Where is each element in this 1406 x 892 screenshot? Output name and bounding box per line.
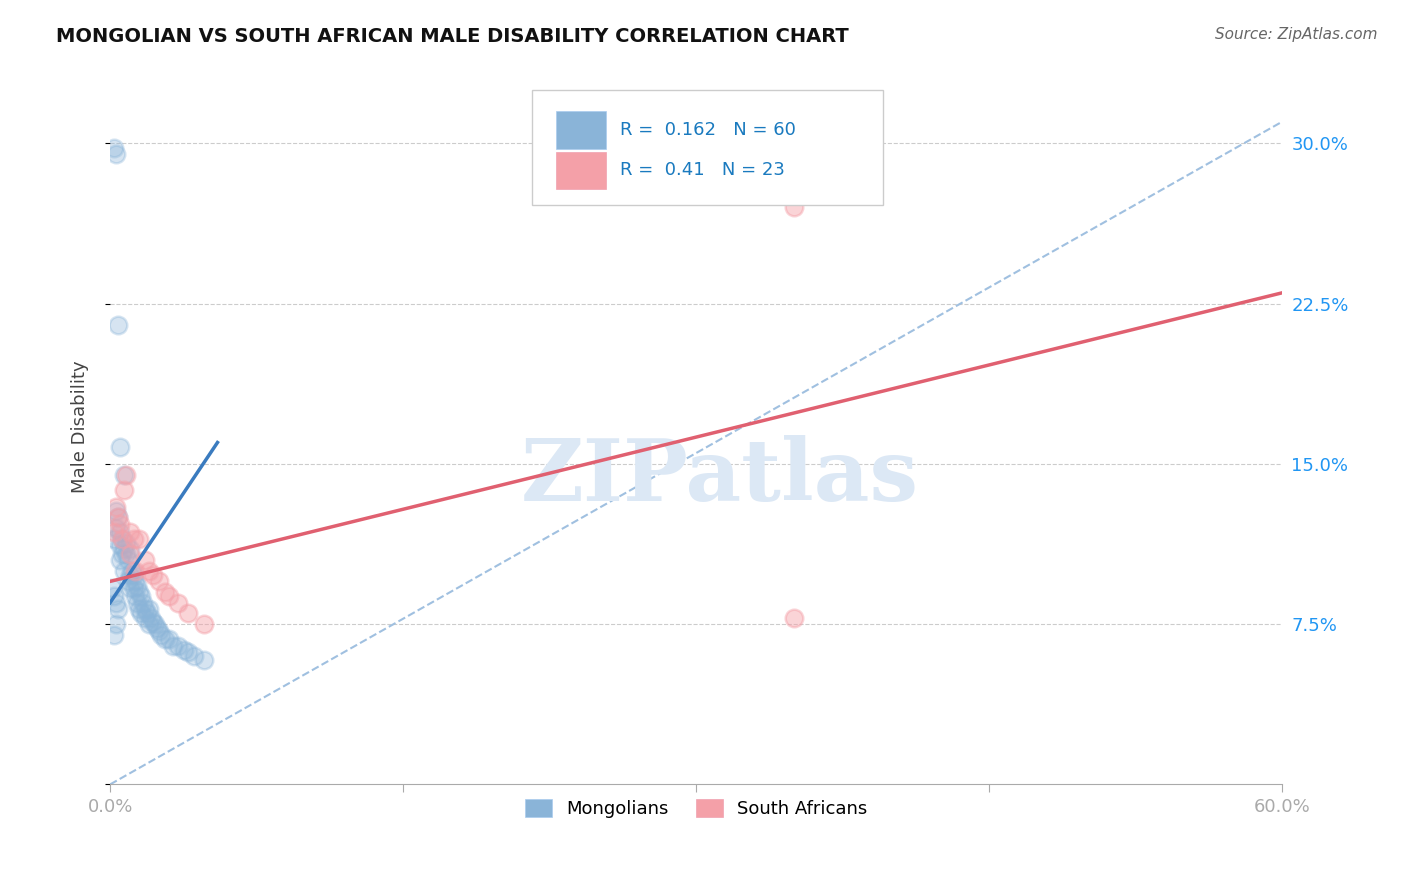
Point — [124, 574, 146, 589]
Point — [782, 611, 804, 625]
Point — [138, 564, 160, 578]
Point — [157, 632, 180, 646]
Point — [107, 510, 129, 524]
Point — [183, 649, 205, 664]
Point — [124, 590, 146, 604]
Point — [127, 579, 149, 593]
Point — [104, 500, 127, 514]
Point — [108, 440, 131, 454]
Point — [167, 596, 190, 610]
Point — [138, 617, 160, 632]
Point — [107, 510, 129, 524]
Point — [124, 564, 146, 578]
Point — [121, 564, 143, 578]
Point — [118, 581, 141, 595]
Point — [118, 542, 141, 557]
Point — [118, 525, 141, 540]
Point — [132, 596, 155, 610]
Point — [122, 581, 145, 595]
Point — [177, 645, 200, 659]
Point — [112, 483, 135, 497]
Point — [114, 536, 136, 550]
Point — [117, 574, 139, 589]
Point — [114, 547, 136, 561]
Point — [114, 467, 136, 482]
Point — [103, 525, 125, 540]
Point — [136, 607, 159, 621]
Point — [117, 553, 139, 567]
Point — [112, 467, 135, 482]
Point — [111, 547, 134, 561]
Point — [128, 602, 150, 616]
Point — [111, 532, 134, 546]
Point — [148, 574, 170, 589]
Point — [153, 632, 176, 646]
Point — [104, 596, 127, 610]
Point — [149, 628, 172, 642]
Text: R =  0.162   N = 60: R = 0.162 N = 60 — [620, 121, 796, 139]
Point — [118, 547, 141, 561]
Point — [104, 617, 127, 632]
Legend: Mongolians, South Africans: Mongolians, South Africans — [517, 792, 875, 825]
Text: R =  0.41   N = 23: R = 0.41 N = 23 — [620, 161, 785, 179]
Text: Source: ZipAtlas.com: Source: ZipAtlas.com — [1215, 27, 1378, 42]
Point — [112, 542, 135, 557]
Point — [131, 590, 153, 604]
Point — [173, 642, 195, 657]
Point — [108, 525, 131, 540]
Point — [142, 615, 165, 629]
Point — [134, 602, 156, 616]
Point — [101, 581, 124, 595]
Point — [134, 553, 156, 567]
Point — [108, 516, 131, 531]
Point — [104, 147, 127, 161]
Point — [112, 564, 135, 578]
Point — [111, 532, 134, 546]
Point — [128, 585, 150, 599]
Text: ZIPatlas: ZIPatlas — [520, 434, 918, 518]
Point — [143, 617, 166, 632]
FancyBboxPatch shape — [557, 152, 606, 189]
Point — [108, 553, 131, 567]
Point — [167, 639, 190, 653]
Point — [128, 532, 150, 546]
Point — [107, 318, 129, 332]
Point — [139, 611, 162, 625]
Point — [127, 596, 149, 610]
Point — [134, 611, 156, 625]
Point — [122, 568, 145, 582]
FancyBboxPatch shape — [557, 112, 606, 149]
Point — [162, 639, 184, 653]
Point — [782, 201, 804, 215]
Point — [131, 607, 153, 621]
Point — [103, 532, 125, 546]
Point — [103, 590, 125, 604]
Point — [177, 607, 200, 621]
Point — [122, 532, 145, 546]
Point — [138, 602, 160, 616]
Point — [104, 504, 127, 518]
Point — [108, 538, 131, 552]
Point — [107, 602, 129, 616]
Point — [142, 568, 165, 582]
Point — [153, 585, 176, 599]
Point — [157, 590, 180, 604]
Point — [193, 653, 215, 667]
Point — [118, 568, 141, 582]
Point — [104, 521, 127, 535]
Point — [103, 628, 125, 642]
FancyBboxPatch shape — [531, 90, 883, 204]
Point — [103, 140, 125, 154]
Y-axis label: Male Disability: Male Disability — [72, 360, 89, 492]
Point — [148, 624, 170, 638]
Text: MONGOLIAN VS SOUTH AFRICAN MALE DISABILITY CORRELATION CHART: MONGOLIAN VS SOUTH AFRICAN MALE DISABILI… — [56, 27, 849, 45]
Point — [193, 617, 215, 632]
Point — [146, 622, 169, 636]
